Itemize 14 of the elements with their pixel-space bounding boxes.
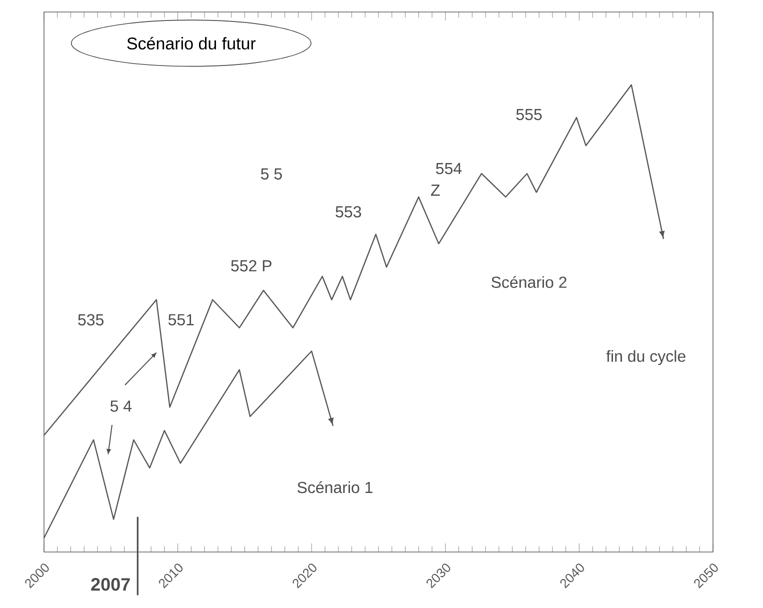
annotation: Z [430, 184, 440, 196]
annotation: Scénario 1 [297, 481, 372, 494]
annotation: Scénario 2 [492, 276, 566, 288]
annotation: 535 [78, 314, 104, 326]
annotation: 552 P [231, 260, 272, 272]
annotation: 553 [336, 206, 362, 218]
annotation: 5 4 [110, 400, 132, 412]
annotation: 5 5 [260, 168, 282, 180]
annotation: 551 [168, 314, 194, 326]
annotation: 554 [436, 163, 462, 174]
annotation: fin du cycle [606, 350, 686, 366]
ref-line-label: 2007 [91, 578, 130, 591]
chart-title: Scénario du futur [127, 36, 256, 50]
annotation: 555 [516, 109, 542, 120]
